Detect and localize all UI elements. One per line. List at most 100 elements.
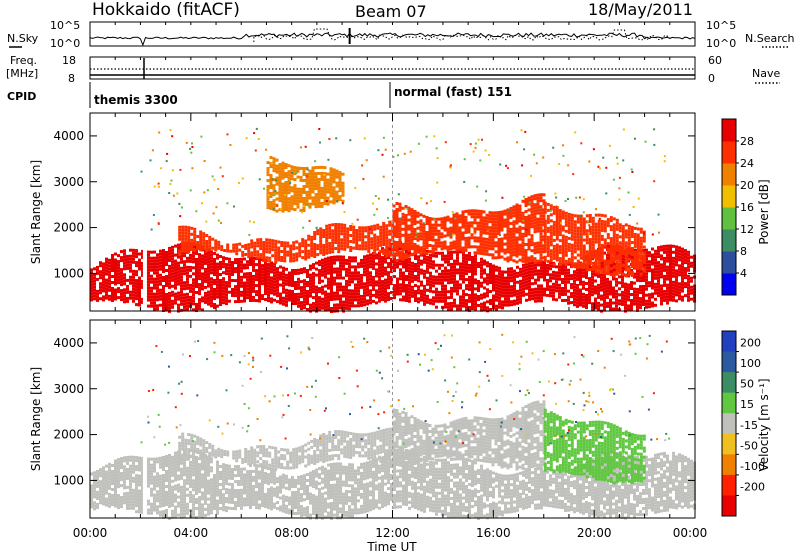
power-cell xyxy=(516,271,519,275)
power-cell xyxy=(183,260,186,264)
power-cell xyxy=(284,184,288,187)
power-cell xyxy=(485,252,489,256)
power-cell xyxy=(663,244,666,248)
power-cell xyxy=(277,258,281,262)
power-cell xyxy=(672,244,675,248)
power-cell xyxy=(267,293,270,297)
power-cell xyxy=(456,253,459,257)
power-cell xyxy=(425,252,429,255)
power-cell xyxy=(636,272,639,276)
power-cell xyxy=(168,258,171,262)
power-cell xyxy=(410,238,414,242)
power-cell xyxy=(407,224,411,228)
power-cell xyxy=(305,166,309,170)
power-cell xyxy=(342,285,345,289)
power-speck xyxy=(265,148,268,151)
power-cell xyxy=(305,181,309,185)
power-cell xyxy=(684,267,687,271)
power-cell xyxy=(339,261,342,265)
power-cell xyxy=(189,268,192,272)
power-cell xyxy=(184,228,188,232)
power-cell xyxy=(357,286,360,290)
power-cell xyxy=(524,261,528,264)
power-cell xyxy=(462,304,465,308)
power-cell xyxy=(192,281,195,285)
power-cell xyxy=(486,288,489,292)
power-cell xyxy=(360,279,363,283)
power-cell xyxy=(527,226,531,230)
power-cell xyxy=(153,295,156,299)
power-cell xyxy=(552,253,556,257)
power-speck xyxy=(241,177,244,180)
power-speck xyxy=(525,228,528,231)
power-cell xyxy=(269,195,273,198)
power-cell xyxy=(259,247,263,251)
power-cell xyxy=(323,184,327,188)
power-cell xyxy=(358,226,362,230)
power-cell xyxy=(313,237,317,240)
power-speck xyxy=(386,216,389,219)
power-cell xyxy=(446,233,450,237)
power-cell xyxy=(195,258,198,261)
power-cell xyxy=(488,235,492,239)
power-cell xyxy=(687,289,690,293)
power-cell xyxy=(420,298,423,302)
power-cell xyxy=(501,276,504,280)
power-cell xyxy=(345,294,348,298)
power-cell xyxy=(615,304,618,308)
power-cell xyxy=(267,266,270,270)
power-cell xyxy=(422,232,426,236)
power-cell xyxy=(462,292,465,296)
power-cell xyxy=(543,228,547,232)
power-cell xyxy=(654,267,657,271)
power-cell xyxy=(171,290,174,294)
power-cell xyxy=(603,299,606,303)
power-cell xyxy=(306,290,309,293)
power-cell xyxy=(279,265,282,269)
power-cell xyxy=(507,294,510,298)
power-cell xyxy=(636,236,640,240)
power-cell xyxy=(600,273,603,277)
power-cell xyxy=(573,250,577,254)
power-speck xyxy=(578,215,581,218)
power-speck xyxy=(226,202,229,205)
power-speck xyxy=(323,173,326,176)
power-cell xyxy=(503,248,507,252)
power-cell xyxy=(178,225,182,229)
power-cell xyxy=(267,284,270,288)
power-cell xyxy=(398,229,402,233)
power-cell xyxy=(609,249,613,253)
power-cell xyxy=(564,292,567,296)
power-cell xyxy=(123,282,126,286)
power-cell xyxy=(555,213,559,217)
power-cell xyxy=(186,298,189,302)
power-cell xyxy=(518,216,522,220)
power-cell xyxy=(275,167,279,171)
power-cell xyxy=(633,256,637,260)
power-cell xyxy=(588,238,592,241)
power-cell xyxy=(177,303,180,307)
power-cell xyxy=(528,276,531,280)
power-cell xyxy=(390,276,393,279)
power-cell xyxy=(327,259,330,263)
power-cell xyxy=(186,304,189,308)
power-speck xyxy=(170,179,173,182)
power-cell xyxy=(318,281,321,285)
power-cell xyxy=(408,266,411,270)
power-cell xyxy=(310,244,314,248)
power-cell xyxy=(316,232,320,236)
power-cell xyxy=(456,250,459,254)
power-cell xyxy=(222,298,225,302)
power-cell xyxy=(585,300,588,303)
power-cell xyxy=(352,246,356,250)
power-cell xyxy=(407,206,411,210)
power-cell xyxy=(274,242,278,246)
power-cell xyxy=(270,264,273,268)
power-cell xyxy=(518,228,522,232)
power-cell xyxy=(438,275,441,279)
power-cell xyxy=(361,247,365,251)
power-cell xyxy=(225,272,228,276)
power-cell xyxy=(303,297,306,301)
power-cell xyxy=(274,245,278,249)
power-cell xyxy=(630,262,634,265)
